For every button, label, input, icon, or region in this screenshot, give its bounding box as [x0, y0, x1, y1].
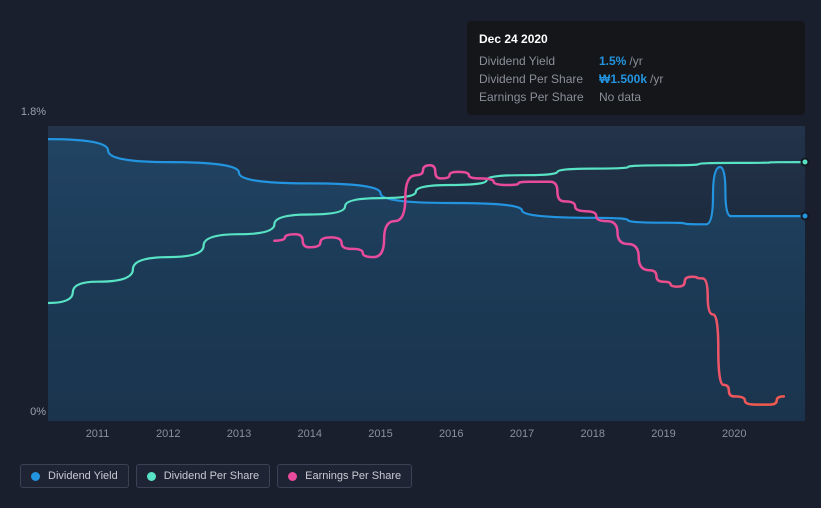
y-axis-min-label: 0%: [20, 406, 46, 418]
tooltip-suffix: /yr: [650, 70, 663, 88]
tooltip-value: 1.5%: [599, 52, 626, 70]
tooltip-value: ₩1.500k: [599, 70, 647, 88]
legend-dot: [147, 472, 156, 481]
tooltip-label: Dividend Per Share: [479, 70, 599, 88]
legend-label: Dividend Per Share: [164, 470, 259, 482]
tooltip-row-earnings-per-share: Earnings Per Share No data: [479, 88, 793, 106]
x-axis-tick: 2015: [368, 428, 392, 440]
tooltip-date: Dec 24 2020: [479, 30, 793, 48]
chart-plot-area: [48, 126, 805, 421]
tooltip-suffix: /yr: [629, 52, 642, 70]
tooltip-value: No data: [599, 88, 641, 106]
tooltip-label: Earnings Per Share: [479, 88, 599, 106]
x-axis-tick: 2019: [651, 428, 675, 440]
y-axis-max-label: 1.8%: [20, 106, 46, 118]
tooltip-row-dividend-per-share: Dividend Per Share ₩1.500k /yr: [479, 70, 793, 88]
x-axis: 2011 2012 2013 2014 2015 2016 2017 2018 2019 2020: [48, 428, 805, 444]
x-axis-tick: 2018: [581, 428, 605, 440]
legend-dot: [288, 472, 297, 481]
tooltip-row-dividend-yield: Dividend Yield 1.5% /yr: [479, 52, 793, 70]
chart-legend: Dividend Yield Dividend Per Share Earnin…: [20, 464, 412, 488]
legend-item-dividend-yield[interactable]: Dividend Yield: [20, 464, 129, 488]
legend-label: Earnings Per Share: [305, 470, 401, 482]
series-end-marker: [801, 158, 810, 167]
legend-dot: [31, 472, 40, 481]
tooltip-label: Dividend Yield: [479, 52, 599, 70]
legend-item-dividend-per-share[interactable]: Dividend Per Share: [136, 464, 270, 488]
x-axis-tick: 2013: [227, 428, 251, 440]
legend-label: Dividend Yield: [48, 470, 118, 482]
dividend-chart[interactable]: 1.8% 0% Past 201120122013201420152016201…: [20, 108, 810, 448]
x-axis-tick: 2011: [86, 428, 110, 440]
chart-tooltip: Dec 24 2020 Dividend Yield 1.5% /yr Divi…: [467, 21, 805, 115]
chart-svg: [48, 126, 805, 421]
x-axis-tick: 2016: [439, 428, 463, 440]
series-end-marker: [801, 212, 810, 221]
x-axis-tick: 2014: [298, 428, 322, 440]
legend-item-earnings-per-share[interactable]: Earnings Per Share: [277, 464, 412, 488]
x-axis-tick: 2017: [510, 428, 534, 440]
x-axis-tick: 2012: [156, 428, 180, 440]
x-axis-tick: 2020: [722, 428, 746, 440]
